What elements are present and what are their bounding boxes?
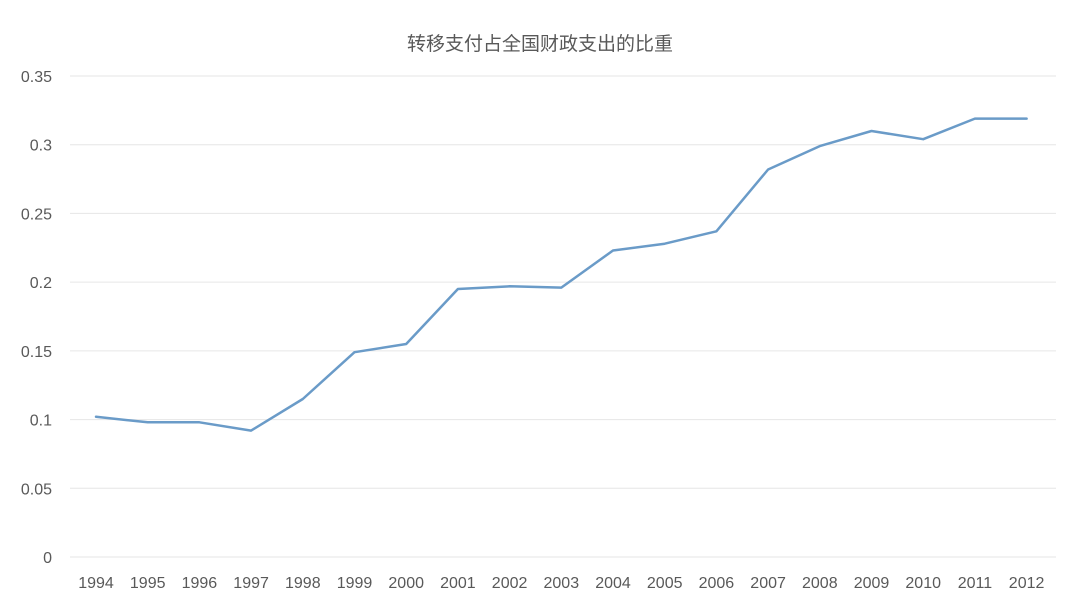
x-tick-label: 1994	[78, 575, 114, 592]
data-point	[766, 167, 770, 171]
x-tick-label: 1996	[182, 575, 218, 592]
gridlines	[70, 75, 1056, 558]
x-tick-label: 2000	[388, 575, 424, 592]
data-point	[456, 287, 460, 291]
data-point	[559, 286, 563, 290]
x-tick-label: 2011	[958, 575, 993, 592]
x-tick-label: 2003	[544, 575, 580, 592]
y-tick-label: 0.3	[30, 138, 52, 155]
series-line-0	[94, 117, 1028, 432]
data-point	[146, 420, 150, 424]
y-axis-tick-labels: 0 0.05 0.1 0.15 0.2 0.25 0.3 0.35	[21, 69, 52, 567]
data-point	[973, 117, 977, 121]
data-point	[404, 342, 408, 346]
data-point	[611, 249, 615, 253]
data-point	[818, 144, 822, 148]
data-point	[353, 350, 357, 354]
x-tick-label: 2012	[1009, 575, 1045, 592]
y-tick-label: 0.1	[30, 413, 52, 430]
data-point	[508, 284, 512, 288]
x-tick-label: 2007	[750, 575, 786, 592]
y-tick-label: 0.2	[30, 275, 52, 292]
data-point	[714, 229, 718, 233]
x-tick-label: 1995	[130, 575, 166, 592]
x-tick-label: 2002	[492, 575, 528, 592]
x-axis-tick-labels: 1994 1995 1996 1997 1998 1999 2000 2001 2002 2003…	[78, 575, 1044, 592]
y-tick-label: 0.25	[21, 206, 52, 223]
x-tick-label: 2009	[854, 575, 890, 592]
x-tick-label: 2001	[440, 575, 476, 592]
data-point	[1025, 117, 1029, 121]
x-tick-label: 2010	[905, 575, 941, 592]
y-tick-label: 0.15	[21, 344, 52, 361]
x-tick-label: 2008	[802, 575, 838, 592]
x-tick-label: 2005	[647, 575, 683, 592]
data-point	[301, 397, 305, 401]
y-tick-label: 0	[43, 550, 52, 567]
series-lines	[94, 117, 1029, 433]
y-tick-label: 0.35	[21, 69, 52, 86]
data-point	[921, 137, 925, 141]
data-point	[94, 415, 98, 419]
x-tick-label: 1999	[337, 575, 373, 592]
data-point	[197, 420, 201, 424]
data-point	[663, 242, 667, 246]
x-tick-label: 2004	[595, 575, 631, 592]
chart-title: 转移支付占全国财政支出的比重	[407, 33, 673, 55]
x-tick-label: 1997	[233, 575, 269, 592]
x-tick-label: 1998	[285, 575, 321, 592]
data-point	[249, 429, 253, 433]
data-point	[870, 129, 874, 133]
y-tick-label: 0.05	[21, 481, 52, 498]
x-tick-label: 2006	[699, 575, 735, 592]
